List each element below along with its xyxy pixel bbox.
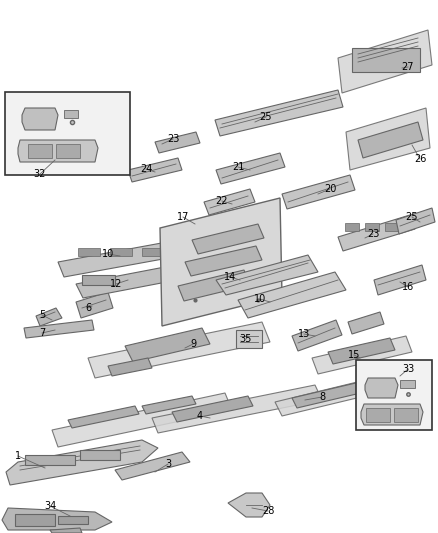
Text: 8: 8 — [319, 392, 325, 402]
Polygon shape — [155, 132, 200, 153]
Polygon shape — [328, 338, 395, 364]
Text: 6: 6 — [85, 303, 91, 313]
Text: 16: 16 — [402, 282, 414, 292]
Polygon shape — [172, 396, 253, 422]
Polygon shape — [125, 328, 210, 362]
Polygon shape — [292, 320, 342, 351]
Polygon shape — [292, 382, 365, 408]
Polygon shape — [346, 108, 430, 170]
Polygon shape — [22, 108, 58, 130]
Bar — [80, 450, 120, 460]
Polygon shape — [216, 255, 318, 295]
Text: 9: 9 — [190, 339, 196, 349]
Text: 13: 13 — [298, 329, 310, 339]
Text: 23: 23 — [367, 229, 379, 239]
Text: 35: 35 — [240, 334, 252, 344]
Text: 20: 20 — [324, 184, 336, 194]
Bar — [110, 248, 132, 256]
Polygon shape — [275, 376, 390, 416]
Bar — [352, 48, 420, 72]
Bar — [345, 223, 359, 231]
Bar — [58, 516, 88, 524]
Polygon shape — [374, 265, 426, 295]
Polygon shape — [68, 406, 139, 428]
Text: 15: 15 — [348, 350, 360, 360]
Polygon shape — [178, 270, 250, 301]
Bar — [82, 275, 115, 285]
Polygon shape — [312, 336, 412, 374]
Polygon shape — [365, 378, 398, 398]
Bar — [236, 330, 262, 348]
Text: 5: 5 — [39, 310, 45, 320]
Text: 25: 25 — [260, 112, 272, 122]
Polygon shape — [160, 198, 282, 326]
Polygon shape — [6, 440, 158, 485]
Polygon shape — [108, 358, 152, 376]
Bar — [142, 248, 164, 256]
Bar — [365, 223, 379, 231]
Text: 34: 34 — [44, 501, 56, 511]
Text: 24: 24 — [140, 164, 152, 174]
Bar — [366, 408, 390, 422]
Bar — [15, 514, 55, 526]
Polygon shape — [204, 189, 255, 215]
Text: 10: 10 — [254, 294, 266, 304]
Polygon shape — [128, 158, 182, 182]
Text: 3: 3 — [165, 459, 171, 469]
Polygon shape — [338, 30, 432, 93]
Polygon shape — [36, 308, 62, 326]
Text: 27: 27 — [402, 62, 414, 72]
Text: 22: 22 — [216, 196, 228, 206]
Bar — [25, 455, 75, 465]
Text: 21: 21 — [232, 162, 244, 172]
Text: 4: 4 — [197, 411, 203, 421]
Polygon shape — [228, 493, 270, 517]
Polygon shape — [50, 528, 82, 533]
Text: 28: 28 — [262, 506, 274, 516]
Text: 23: 23 — [167, 134, 179, 144]
Text: 1: 1 — [15, 451, 21, 461]
Text: 7: 7 — [39, 328, 45, 338]
Polygon shape — [2, 508, 112, 530]
Text: 14: 14 — [224, 272, 236, 282]
Bar — [56, 144, 80, 158]
Polygon shape — [238, 272, 346, 318]
Text: 32: 32 — [34, 169, 46, 179]
Polygon shape — [192, 224, 264, 254]
Polygon shape — [58, 240, 185, 277]
Text: 26: 26 — [414, 154, 426, 164]
Polygon shape — [24, 320, 94, 338]
Polygon shape — [18, 140, 98, 162]
Polygon shape — [216, 153, 285, 184]
Polygon shape — [215, 90, 343, 136]
Polygon shape — [396, 208, 435, 234]
Polygon shape — [282, 175, 355, 209]
Bar — [64, 110, 78, 118]
Polygon shape — [115, 452, 190, 480]
Text: 10: 10 — [102, 249, 114, 259]
Bar — [78, 248, 100, 256]
Bar — [28, 144, 52, 158]
Polygon shape — [361, 404, 423, 425]
Text: 12: 12 — [110, 279, 122, 289]
Bar — [400, 380, 415, 388]
Text: 33: 33 — [402, 364, 414, 374]
Polygon shape — [76, 266, 177, 298]
Polygon shape — [76, 292, 113, 318]
Polygon shape — [185, 246, 262, 276]
Text: 25: 25 — [406, 212, 418, 222]
Bar — [385, 223, 399, 231]
Polygon shape — [88, 322, 270, 378]
Polygon shape — [142, 396, 196, 414]
Text: 17: 17 — [177, 212, 189, 222]
Polygon shape — [52, 393, 232, 447]
Polygon shape — [338, 215, 415, 251]
Bar — [356, 360, 432, 430]
Polygon shape — [358, 122, 423, 158]
Polygon shape — [348, 312, 384, 334]
Bar — [5, 92, 130, 175]
Bar — [394, 408, 418, 422]
Polygon shape — [152, 385, 322, 433]
